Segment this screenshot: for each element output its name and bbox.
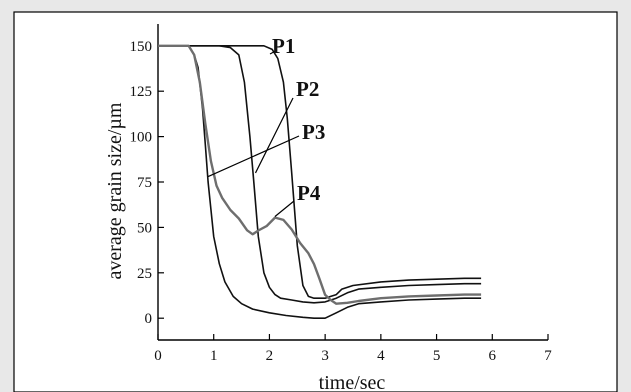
leader-line-p3 bbox=[207, 135, 300, 178]
series-layer bbox=[158, 44, 482, 319]
x-tick-label: 7 bbox=[544, 348, 552, 364]
y-tick-label: 50 bbox=[137, 220, 152, 236]
y-axis-title: average grain size/µm bbox=[104, 102, 126, 279]
x-axis-ticks: 0 1 2 3 4 5 6 7 bbox=[154, 334, 552, 364]
leader-line-p1 bbox=[269, 50, 276, 55]
series-line-p2 bbox=[158, 45, 482, 304]
series-label-p1: P1 bbox=[272, 34, 295, 58]
figure-panel bbox=[13, 11, 618, 392]
y-tick-label: 25 bbox=[137, 266, 152, 282]
series-label-p2: P2 bbox=[296, 77, 319, 101]
x-tick-label: 4 bbox=[377, 348, 385, 364]
y-tick-label: 150 bbox=[130, 39, 153, 55]
x-tick-label: 6 bbox=[489, 348, 497, 364]
x-tick-label: 0 bbox=[154, 348, 162, 364]
leader-line-p4 bbox=[274, 200, 295, 217]
series-line-p1 bbox=[158, 45, 482, 299]
y-tick-label: 75 bbox=[137, 175, 152, 191]
series-line-p4 bbox=[158, 44, 482, 305]
leader-lines bbox=[207, 50, 300, 217]
series-label-p4: P4 bbox=[297, 181, 321, 205]
y-axis-ticks: 0 25 50 75 100 125 150 bbox=[130, 39, 164, 327]
x-tick-label: 2 bbox=[266, 348, 274, 364]
y-tick-label: 125 bbox=[130, 84, 153, 100]
x-tick-label: 5 bbox=[433, 348, 441, 364]
y-tick-label: 100 bbox=[130, 130, 153, 146]
x-tick-label: 3 bbox=[321, 348, 329, 364]
y-tick-label: 0 bbox=[145, 311, 153, 327]
leader-line-p2 bbox=[254, 97, 294, 174]
series-label-p3: P3 bbox=[302, 120, 325, 144]
series-line-p3 bbox=[158, 45, 482, 319]
x-tick-label: 1 bbox=[210, 348, 218, 364]
x-axis-title: time/sec bbox=[319, 372, 386, 392]
